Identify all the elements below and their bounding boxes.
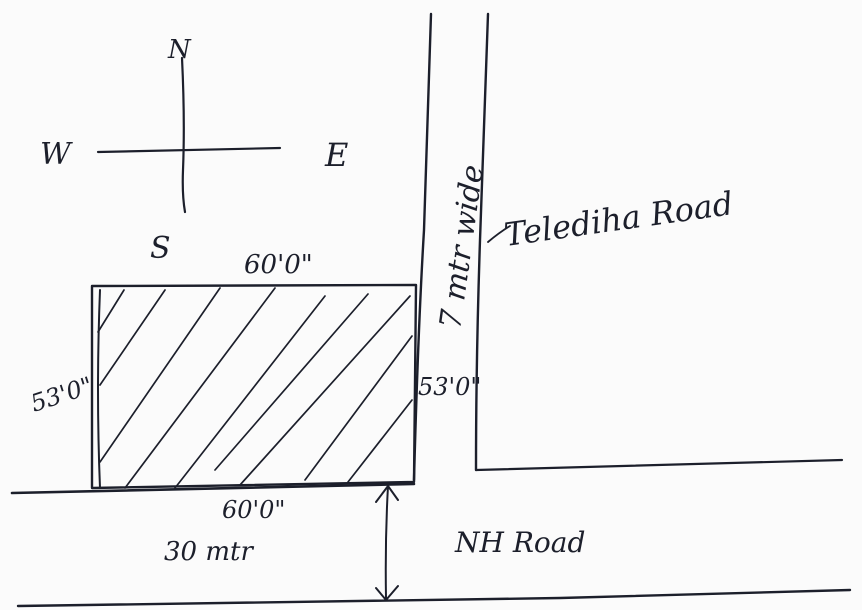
main-road: 30 mtr NH Road: [10, 482, 852, 608]
hatch-line: [239, 295, 411, 486]
compass-south-label: S: [150, 231, 171, 266]
plot-left-inner-line: [97, 289, 101, 489]
hatch-line: [124, 287, 276, 489]
main-road-top-edge: [10, 482, 416, 495]
side-road-left-edge: [412, 12, 433, 482]
plot-left-dimension: 53'0": [27, 371, 96, 417]
side-road-right-edge: [474, 12, 490, 472]
plot-bottom-dimension: 60'0": [222, 496, 285, 524]
plot-outline: [90, 283, 418, 490]
hatch-line: [214, 293, 369, 471]
side-road: 7 mtr wide Telediha Road: [412, 12, 844, 482]
main-road-bottom-edge: [16, 588, 852, 608]
main-road-width-label: 30 mtr: [164, 537, 254, 567]
hatch-line: [174, 295, 326, 489]
compass-west-label: W: [40, 137, 73, 172]
side-road-leader-line: [487, 225, 511, 243]
main-road-width-arrow: [375, 485, 399, 601]
hatch-line: [347, 399, 413, 483]
compass-north-label: N: [167, 35, 192, 65]
hatch-line: [304, 335, 413, 481]
plot-top-dimension: 60'0": [244, 250, 313, 280]
compass: N S E W: [40, 35, 348, 266]
corner-plot-edge: [474, 458, 844, 472]
compass-horizontal-line: [96, 146, 282, 154]
main-road-name-label: NH Road: [454, 526, 585, 559]
compass-east-label: E: [324, 136, 348, 174]
hatch-line: [97, 289, 125, 333]
plot-right-dimension: 53'0": [418, 373, 481, 401]
hatch-line: [99, 289, 166, 386]
hatch-line: [99, 287, 221, 463]
side-road-width-label: 7 mtr wide: [433, 163, 491, 331]
side-road-name-label: Telediha Road: [502, 184, 736, 254]
plot-hatching: [97, 287, 413, 489]
compass-vertical-line: [180, 56, 187, 214]
